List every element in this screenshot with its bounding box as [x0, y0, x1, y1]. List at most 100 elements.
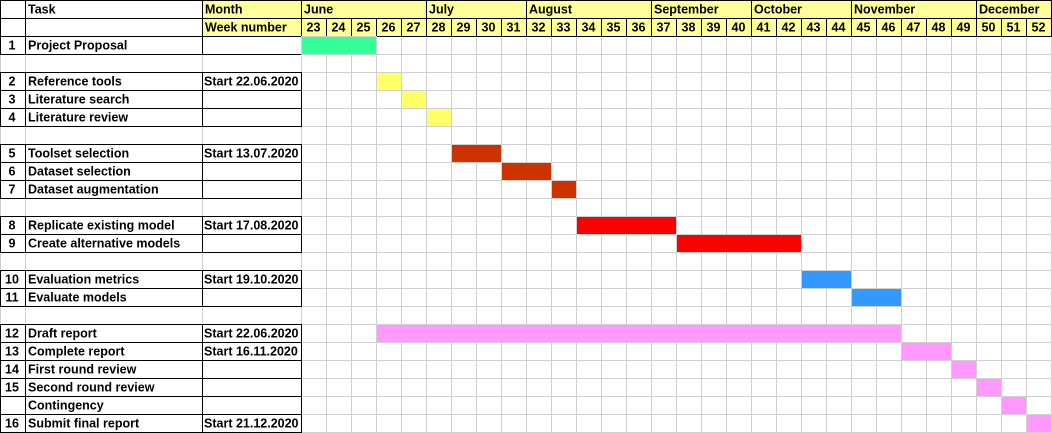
week-label: 40	[732, 20, 746, 34]
month-label: November	[854, 2, 915, 16]
task-name: Create alternative models	[28, 236, 180, 250]
week-label: 47	[907, 20, 921, 34]
row-cell	[202, 288, 302, 307]
week-label: 25	[357, 20, 371, 34]
header-month: Month	[205, 2, 242, 16]
week-label: 50	[982, 20, 996, 34]
week-label: 49	[957, 20, 971, 34]
week-label: 43	[807, 20, 821, 34]
week-label: 35	[607, 20, 621, 34]
month-label: August	[529, 2, 573, 16]
week-label: 32	[532, 20, 546, 34]
week-label: 29	[457, 20, 471, 34]
month-label: September	[654, 2, 719, 16]
row-number: 1	[9, 38, 16, 52]
row-cell	[202, 234, 302, 253]
gantt-bar	[376, 72, 402, 91]
week-label: 27	[407, 20, 421, 34]
row-number: 16	[5, 416, 19, 430]
task-name: Complete report	[28, 344, 125, 358]
gantt-bar	[551, 180, 577, 199]
week-label: 45	[857, 20, 871, 34]
gantt-bar	[976, 378, 1002, 397]
week-label: 46	[882, 20, 896, 34]
row-cell	[202, 360, 302, 379]
task-name: Contingency	[28, 398, 104, 412]
row-cell	[202, 180, 302, 199]
gantt-bar	[851, 288, 902, 307]
gantt-bar	[801, 270, 852, 289]
row-cell	[202, 162, 302, 181]
gantt-bar	[376, 324, 902, 343]
month-label: June	[304, 2, 333, 16]
task-start: Start 19.10.2020	[204, 272, 299, 286]
gantt-bar	[501, 162, 552, 181]
gantt-bar	[901, 342, 952, 361]
task-name: Second round review	[28, 380, 155, 394]
row-cell	[202, 378, 302, 397]
gantt-bar	[576, 216, 677, 235]
week-label: 41	[757, 20, 771, 34]
row-number: 9	[9, 236, 16, 250]
task-name: Evaluate models	[28, 290, 127, 304]
week-label: 52	[1032, 20, 1046, 34]
task-name: Submit final report	[28, 416, 140, 430]
task-name: Evaluation metrics	[28, 272, 139, 286]
week-label: 28	[432, 20, 446, 34]
week-label: 36	[632, 20, 646, 34]
gantt-bar	[301, 36, 377, 55]
task-name: Toolset selection	[28, 146, 129, 160]
header-week-number: Week number	[205, 20, 287, 34]
week-label: 26	[382, 20, 396, 34]
gantt-bar	[401, 90, 427, 109]
task-name: Literature search	[28, 92, 129, 106]
week-label: 44	[832, 20, 846, 34]
week-label: 34	[582, 20, 596, 34]
task-name: Draft report	[28, 326, 98, 340]
week-label: 39	[707, 20, 721, 34]
row-number: 6	[9, 164, 16, 178]
task-start: Start 17.08.2020	[204, 218, 299, 232]
row-number: 8	[9, 218, 16, 232]
gantt-bar	[676, 234, 802, 253]
week-label: 51	[1007, 20, 1021, 34]
row-number: 15	[5, 380, 19, 394]
week-label: 31	[507, 20, 521, 34]
week-label: 33	[557, 20, 571, 34]
row-cell	[202, 90, 302, 109]
row-number: 3	[9, 92, 16, 106]
task-start: Start 21.12.2020	[204, 416, 299, 430]
month-label: October	[754, 2, 802, 16]
header-task: Task	[28, 2, 56, 16]
row-number: 2	[9, 74, 16, 88]
row-number: 11	[5, 290, 18, 304]
task-name: Literature review	[28, 110, 128, 124]
week-label: 23	[307, 20, 321, 34]
week-label: 38	[682, 20, 696, 34]
row-number: 14	[5, 362, 19, 376]
row-cell	[202, 396, 302, 415]
month-label: July	[429, 2, 454, 16]
row-number: 4	[9, 110, 16, 124]
gantt-bar	[1001, 396, 1027, 415]
task-name: Dataset selection	[28, 164, 131, 178]
task-name: Project Proposal	[28, 38, 127, 52]
header-cell	[25, 18, 203, 37]
gantt-bar	[451, 144, 502, 163]
task-name: Dataset augmentation	[28, 182, 159, 196]
week-label: 42	[782, 20, 796, 34]
month-label: December	[979, 2, 1040, 16]
week-label: 48	[932, 20, 946, 34]
row-number: 13	[5, 344, 19, 358]
task-name: First round review	[28, 362, 137, 376]
task-start: Start 13.07.2020	[204, 146, 299, 160]
row-cell	[0, 396, 26, 415]
gantt-bar	[951, 360, 977, 379]
row-cell	[202, 36, 302, 55]
gantt-bar	[426, 108, 452, 127]
header-cell	[0, 0, 26, 19]
task-start: Start 16.11.2020	[204, 344, 298, 358]
task-name: Replicate existing model	[28, 218, 175, 232]
gantt-bar	[1026, 414, 1052, 433]
